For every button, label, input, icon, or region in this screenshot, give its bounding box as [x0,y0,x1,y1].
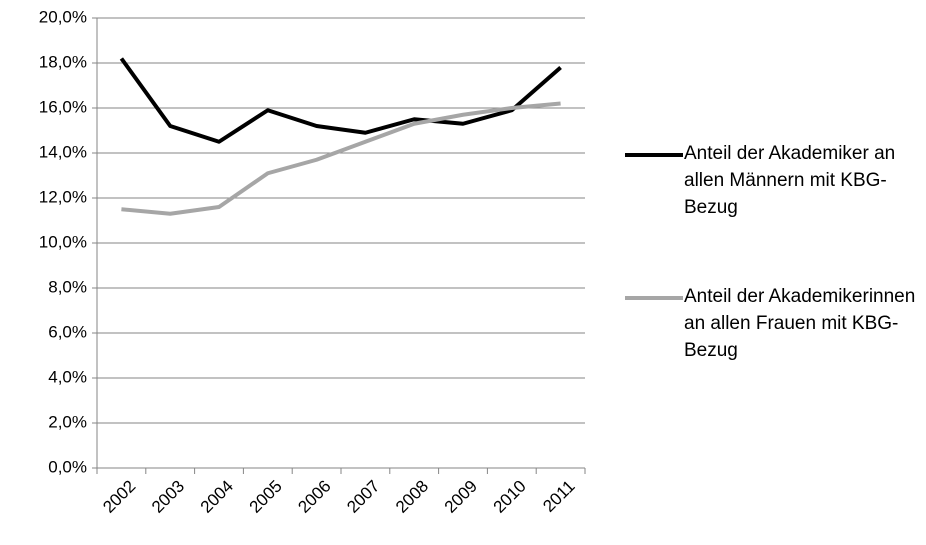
x-tick-label: 2005 [246,477,286,517]
x-tick-label: 2011 [539,477,578,516]
x-tick-label: 2010 [490,477,530,517]
y-tick-label: 0,0% [48,457,87,476]
x-tick-label: 2007 [343,477,383,517]
y-tick-label: 8,0% [48,277,87,296]
y-tick-label: 6,0% [48,322,87,341]
y-tick-label: 12,0% [39,187,87,206]
x-tick-label: 2003 [148,477,188,517]
series-line [119,57,562,144]
y-tick-label: 16,0% [39,97,87,116]
y-tick-label: 14,0% [39,142,87,161]
x-tick-label: 2009 [441,477,481,517]
x-tick-label: 2004 [197,477,237,517]
x-tick-label: 2002 [99,477,139,517]
legend-label: Anteil der Akademiker an allen Männern m… [684,143,896,218]
y-tick-label: 2,0% [48,412,87,431]
legend-label: Anteil der Akademikerinnen an allen Frau… [684,286,916,361]
y-tick-label: 10,0% [39,232,87,251]
x-tick-label: 2008 [392,477,432,517]
y-tick-label: 4,0% [48,367,87,386]
y-tick-label: 18,0% [39,52,87,71]
series-line [121,101,561,216]
x-tick-label: 2006 [294,477,334,517]
y-tick-label: 20,0% [39,7,87,26]
